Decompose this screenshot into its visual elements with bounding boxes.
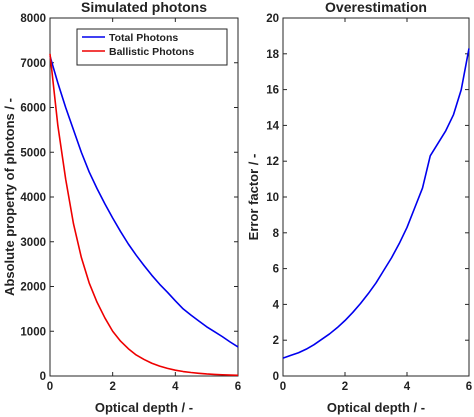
y-axis-label: Error factor / - <box>246 154 261 241</box>
axes-frame <box>282 17 470 377</box>
y-tick-label: 4000 <box>20 192 46 204</box>
x-tick-label: 0 <box>47 381 53 393</box>
x-tick-label: 6 <box>466 381 472 393</box>
y-tick-label: 2000 <box>20 282 46 294</box>
y-tick-label: 7000 <box>20 58 46 70</box>
axes-frame <box>49 17 239 377</box>
y-tick-label: 10 <box>266 192 279 204</box>
series-line-ballistic-photons <box>49 53 239 377</box>
y-axis-label: Absolute property of photons / - <box>2 98 17 296</box>
y-tick-label: 8 <box>273 228 280 240</box>
series-line-total-photons <box>49 55 239 348</box>
y-tick-label: 6000 <box>20 103 46 115</box>
y-tick-label: 0 <box>273 371 279 383</box>
legend-entry: Total Photons <box>109 32 178 44</box>
y-tick-label: 2 <box>273 335 279 347</box>
x-tick-label: 4 <box>172 381 179 393</box>
legend-box <box>76 28 228 66</box>
y-tick-label: 8000 <box>20 13 46 25</box>
left-chart: Simulated photons 0 2 4 6 0 1000 2000 3000 4000 50… <box>2 0 241 415</box>
legend: Total Photons Ballistic Photons <box>76 28 228 66</box>
y-tick-label: 5000 <box>20 147 46 159</box>
y-tick-label: 20 <box>266 13 279 25</box>
y-tick-label: 16 <box>266 85 279 97</box>
y-tick-label: 0 <box>40 371 46 383</box>
y-tick-label: 4 <box>273 299 280 311</box>
x-tick-label: 2 <box>109 381 115 393</box>
x-tick-label: 2 <box>342 381 348 393</box>
right-chart: Overestimation 0 2 4 6 0 2 4 6 8 10 12 14 16 18 20 Optic… <box>246 0 472 415</box>
x-tick-label: 6 <box>235 381 241 393</box>
y-tick-label: 12 <box>266 156 279 168</box>
chart-title: Overestimation <box>325 0 427 15</box>
x-axis-label: Optical depth / - <box>95 400 193 415</box>
y-tick-label: 1000 <box>20 326 46 338</box>
x-tick-label: 4 <box>404 381 411 393</box>
legend-entry: Ballistic Photons <box>109 46 194 58</box>
chart-title: Simulated photons <box>81 0 207 15</box>
y-tick-label: 3000 <box>20 237 46 249</box>
y-tick-label: 14 <box>266 120 279 132</box>
y-tick-label: 18 <box>266 49 279 61</box>
y-tick-label: 6 <box>273 264 279 276</box>
x-tick-label: 0 <box>280 381 286 393</box>
x-axis-label: Optical depth / - <box>327 400 425 415</box>
series-line-error-factor <box>282 48 470 359</box>
